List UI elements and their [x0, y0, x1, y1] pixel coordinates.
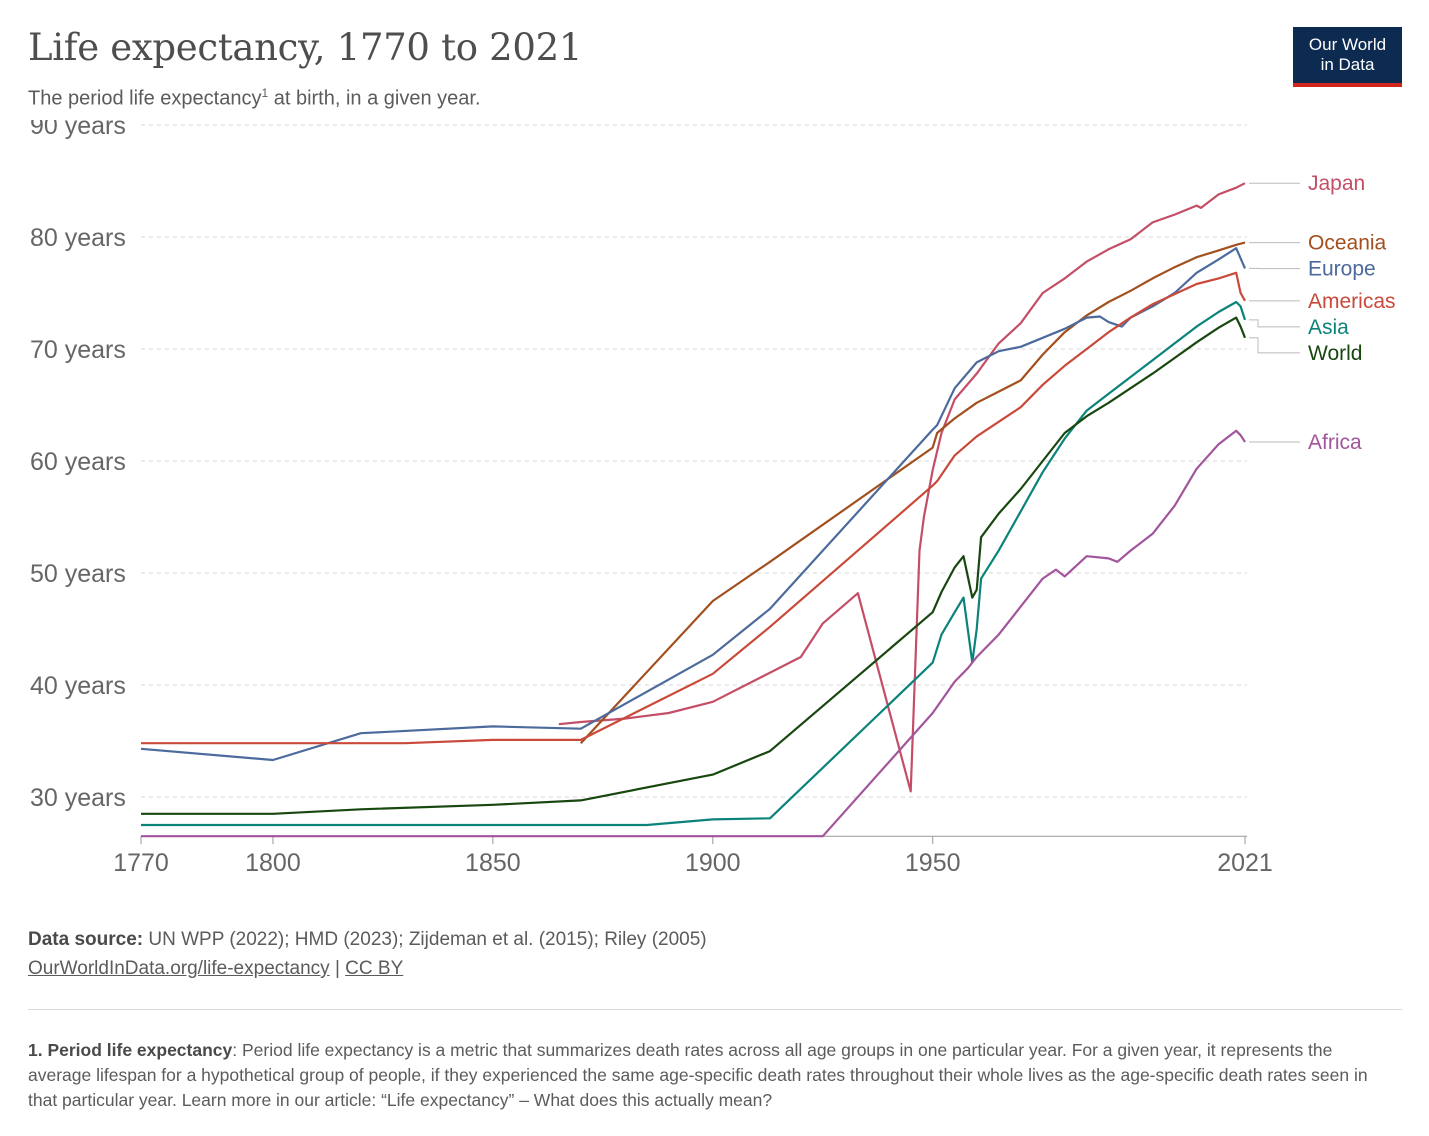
series-line-oceania	[579, 241, 1246, 744]
y-tick-label-40: 40 years	[30, 672, 126, 700]
label-connector-world	[1249, 337, 1300, 354]
series-line-world	[141, 316, 1247, 815]
series-label-americas: Americas	[1308, 290, 1396, 313]
divider	[28, 1009, 1402, 1010]
series-line-africa	[141, 429, 1246, 838]
subtitle-text: The period life expectancy	[28, 87, 262, 110]
series-label-world: World	[1308, 342, 1362, 365]
series-line-americas	[141, 271, 1246, 745]
y-tick-label-60: 60 years	[30, 448, 126, 476]
axis-layer: 30 years 40 years 50 years 60 years 70 years…	[30, 120, 1273, 877]
x-tick-label-1900: 1900	[685, 849, 741, 877]
label-connector-asia	[1249, 319, 1300, 328]
series-layer	[140, 182, 1247, 838]
chart-title: Life expectancy, 1770 to 2021	[28, 26, 583, 69]
chart-subtitle: The period life expectancy1 at birth, in…	[28, 86, 481, 111]
y-tick-label-90: 90 years	[30, 120, 126, 140]
footnote-text: : Period life expectancy is a metric tha…	[28, 1040, 1368, 1110]
y-tick-label-30: 30 years	[30, 784, 126, 812]
x-tick-label-1950: 1950	[905, 849, 961, 877]
legend-labels: Japan Oceania Europe Americas Asia World Afric…	[1249, 172, 1396, 454]
article-link[interactable]: OurWorldInData.org/life-expectancy	[28, 958, 330, 979]
series-label-japan: Japan	[1308, 172, 1365, 195]
data-source: Data source: UN WPP (2022); HMD (2023); …	[28, 929, 707, 951]
series-line-europe	[140, 247, 1247, 762]
footnote: 1. Period life expectancy: Period life e…	[28, 1038, 1368, 1113]
line-chart[interactable]: 30 years 40 years 50 years 60 years 70 years…	[0, 120, 1429, 910]
x-tick-label-1850: 1850	[465, 849, 521, 877]
series-label-asia: Asia	[1308, 316, 1349, 339]
x-tick-label-2021: 2021	[1217, 849, 1273, 877]
grid-layer	[141, 124, 1247, 798]
x-tick-label-1770: 1770	[113, 849, 169, 877]
footnote-marker[interactable]: 1	[261, 86, 269, 100]
data-source-label: Data source:	[28, 929, 144, 950]
y-tick-label-50: 50 years	[30, 560, 126, 588]
subtitle-text-end: at birth, in a given year.	[268, 87, 481, 110]
source-links: OurWorldInData.org/life-expectancy | CC …	[28, 958, 403, 980]
logo-line-1: Our World	[1308, 35, 1387, 54]
footnote-label: 1. Period life expectancy	[28, 1040, 233, 1060]
logo-line-2: in Data	[1320, 55, 1375, 74]
link-separator: |	[329, 958, 346, 979]
series-line-japan	[558, 182, 1246, 793]
series-label-africa: Africa	[1308, 431, 1362, 454]
y-tick-label-80: 80 years	[30, 224, 126, 252]
data-source-text: UN WPP (2022); HMD (2023); Zijdeman et a…	[143, 929, 707, 950]
y-tick-label-70: 70 years	[30, 336, 126, 364]
series-line-asia	[141, 300, 1247, 827]
series-label-europe: Europe	[1308, 258, 1376, 281]
x-tick-label-1800: 1800	[245, 849, 301, 877]
license-link[interactable]: CC BY	[345, 958, 404, 979]
our-world-in-data-logo[interactable]: Our World in Data	[1293, 27, 1402, 87]
series-label-oceania: Oceania	[1308, 232, 1387, 255]
